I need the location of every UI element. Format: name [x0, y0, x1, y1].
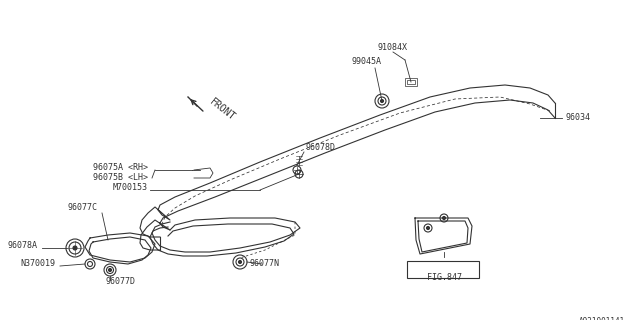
Bar	[407, 80, 415, 84]
Text: FIG.847: FIG.847	[426, 274, 461, 283]
Text: 96077N: 96077N	[250, 259, 280, 268]
Text: 96078A: 96078A	[8, 242, 38, 251]
Bar	[407, 261, 479, 278]
Circle shape	[73, 246, 77, 250]
Text: A921001141: A921001141	[579, 317, 625, 320]
Text: 99045A: 99045A	[351, 58, 381, 67]
Text: 96078D: 96078D	[305, 143, 335, 153]
Text: M700153: M700153	[113, 183, 148, 193]
Circle shape	[109, 268, 111, 271]
Text: N370019: N370019	[20, 259, 55, 268]
Text: 91084X: 91084X	[378, 43, 408, 52]
Text: 96077D: 96077D	[105, 277, 135, 286]
Circle shape	[442, 217, 445, 220]
Bar	[405, 78, 417, 86]
Text: 96077C: 96077C	[68, 204, 98, 212]
Text: 96075B <LH>: 96075B <LH>	[93, 172, 148, 181]
Circle shape	[239, 260, 241, 263]
Text: FRONT: FRONT	[208, 97, 237, 123]
Circle shape	[426, 227, 429, 229]
Text: 96075A <RH>: 96075A <RH>	[93, 163, 148, 172]
Circle shape	[381, 100, 383, 102]
Text: 96034: 96034	[565, 114, 590, 123]
